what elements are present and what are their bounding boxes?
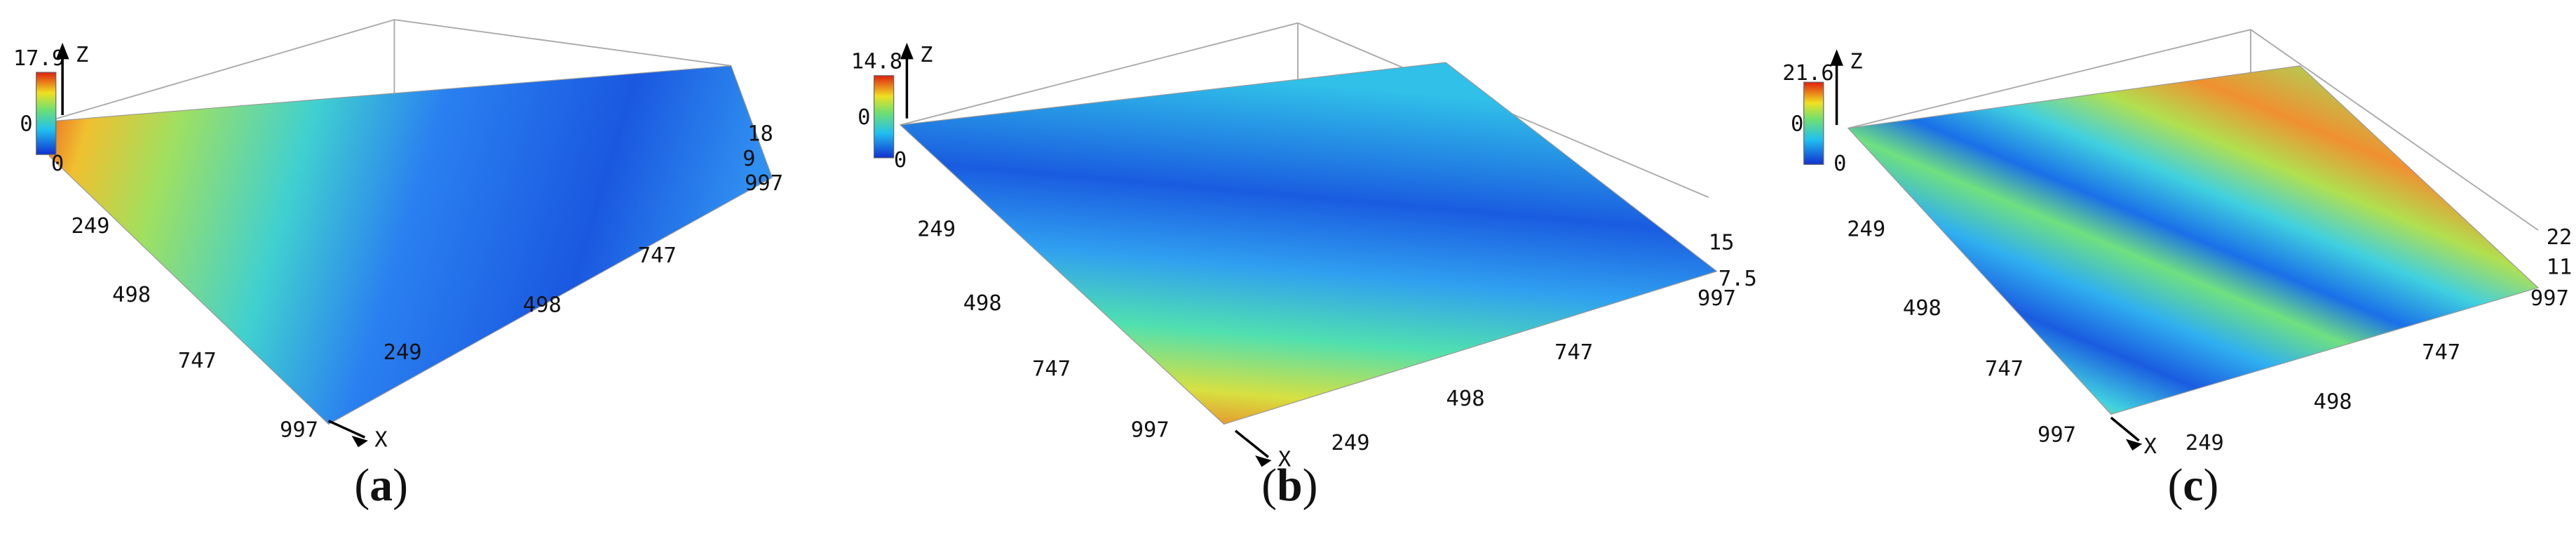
z-arrowhead	[900, 42, 914, 60]
caption-part: (	[2168, 460, 2183, 511]
caption: (a)	[354, 460, 407, 511]
x-arrowhead	[1255, 455, 1272, 467]
colorbar-max: 17.9	[13, 46, 65, 71]
y-tick-label: 498	[112, 283, 151, 307]
y-tick-label: 498	[1903, 296, 1941, 321]
x-axis-label: X	[2144, 434, 2157, 459]
x-tick-label: 747	[2422, 340, 2460, 365]
y-tick-label: 747	[1985, 357, 2023, 382]
panel: 21.6 0 Z X 0 249 498 747 997 249 498 747 997 22 11 (c)	[1782, 29, 2572, 511]
x-tick-label: 997	[1697, 286, 1736, 311]
y-tick-label: 747	[1032, 357, 1071, 382]
x-axis-arrow	[2110, 416, 2140, 442]
surface	[1847, 65, 2540, 415]
colorbar-min: 0	[20, 112, 32, 137]
y-tick-label: 0	[51, 152, 64, 176]
y-tick-label: 498	[963, 291, 1002, 316]
z-tick-label: 22	[2547, 225, 2572, 250]
colorbar	[1803, 81, 1824, 165]
caption-part: )	[1303, 460, 1318, 511]
caption-part: a	[370, 460, 393, 511]
z-tick-label: 9	[743, 147, 755, 171]
colorbar	[873, 75, 895, 159]
caption-part: c	[2183, 460, 2203, 511]
caption-part: (	[354, 460, 370, 511]
box-edge	[394, 19, 731, 67]
z-tick-label: 7.5	[1719, 267, 1757, 291]
z-tick-label: 18	[747, 122, 773, 147]
box-edge	[900, 22, 1299, 126]
y-tick-label: 249	[1847, 218, 1885, 242]
colorbar-min: 0	[1791, 112, 1803, 137]
z-arrowhead	[55, 42, 69, 60]
caption-part: (	[1261, 460, 1277, 511]
caption: (b)	[1261, 460, 1317, 511]
z-tick-label: 15	[1709, 230, 1735, 255]
x-tick-label: 997	[2530, 286, 2569, 311]
x-axis-arrow	[327, 420, 365, 439]
y-tick-label: 0	[894, 148, 907, 173]
x-arrowhead	[351, 435, 368, 448]
x-tick-label: 997	[745, 171, 783, 196]
x-tick-label: 249	[384, 340, 422, 365]
x-tick-label: 249	[2185, 431, 2224, 455]
x-tick-label: 747	[638, 243, 677, 268]
x-tick-label: 498	[523, 293, 562, 317]
y-tick-label: 0	[1833, 152, 1846, 176]
z-arrowhead	[1830, 49, 1843, 66]
caption-part: )	[393, 460, 408, 511]
z-tick-label: 11	[2547, 255, 2572, 279]
y-tick-label: 997	[1131, 418, 1170, 442]
box-edge	[1848, 29, 2251, 129]
y-tick-label: 997	[280, 418, 318, 442]
surface	[899, 62, 1718, 425]
x-axis-arrow	[1234, 429, 1269, 458]
panel: 17.9 0 Z X 0 249 498 747 997 249 498 747 997 189 (a)	[13, 19, 783, 511]
y-tick-label: 249	[71, 214, 109, 239]
x-axis-label: X	[1278, 448, 1292, 472]
x-tick-label: 249	[1331, 431, 1370, 455]
colorbar	[36, 72, 57, 155]
x-tick-label: 747	[1554, 340, 1593, 365]
z-axis-label: Z	[920, 43, 933, 67]
panel: 14.8 0 Z X 0 249 498 747 997 249 498 747 997 15 7.5 (b)	[851, 22, 1757, 511]
colorbar-min: 0	[857, 105, 870, 130]
box-edge	[2250, 29, 2539, 231]
colorbar-max: 14.8	[851, 50, 902, 74]
x-arrowhead	[2125, 439, 2143, 450]
colorbar-max: 21.6	[1782, 61, 1833, 86]
x-axis-label: X	[374, 427, 388, 452]
z-axis-label: Z	[1850, 50, 1862, 74]
y-tick-label: 997	[2038, 422, 2076, 447]
y-tick-label: 249	[917, 218, 956, 242]
caption-part: b	[1277, 460, 1302, 511]
x-tick-label: 498	[2314, 390, 2352, 415]
caption: (c)	[2168, 460, 2219, 511]
box-edge	[46, 19, 395, 123]
y-tick-label: 747	[178, 349, 217, 373]
x-tick-label: 498	[1446, 387, 1485, 411]
caption-part: )	[2204, 460, 2219, 511]
z-axis-label: Z	[76, 43, 88, 67]
